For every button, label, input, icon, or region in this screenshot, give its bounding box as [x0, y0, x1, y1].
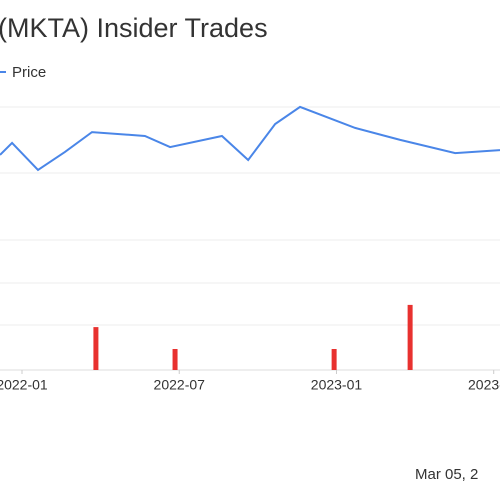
- footer: Mar 05, 2: [415, 466, 478, 483]
- price-line: [0, 105, 500, 172]
- x-tick-label: 2023-07: [468, 377, 500, 393]
- x-tick-label: 2022-01: [0, 377, 48, 393]
- x-tick-label: 2022-07: [154, 377, 206, 393]
- trade-bar: [93, 327, 99, 370]
- legend-label: Price: [12, 64, 46, 81]
- trade-bar: [331, 349, 337, 370]
- chart-title: (MKTA) Insider Trades: [0, 13, 268, 43]
- x-tick-label: 2023-01: [311, 377, 363, 393]
- grid: [0, 106, 500, 326]
- trade-bar: [407, 304, 413, 370]
- trade-bar: [172, 349, 178, 370]
